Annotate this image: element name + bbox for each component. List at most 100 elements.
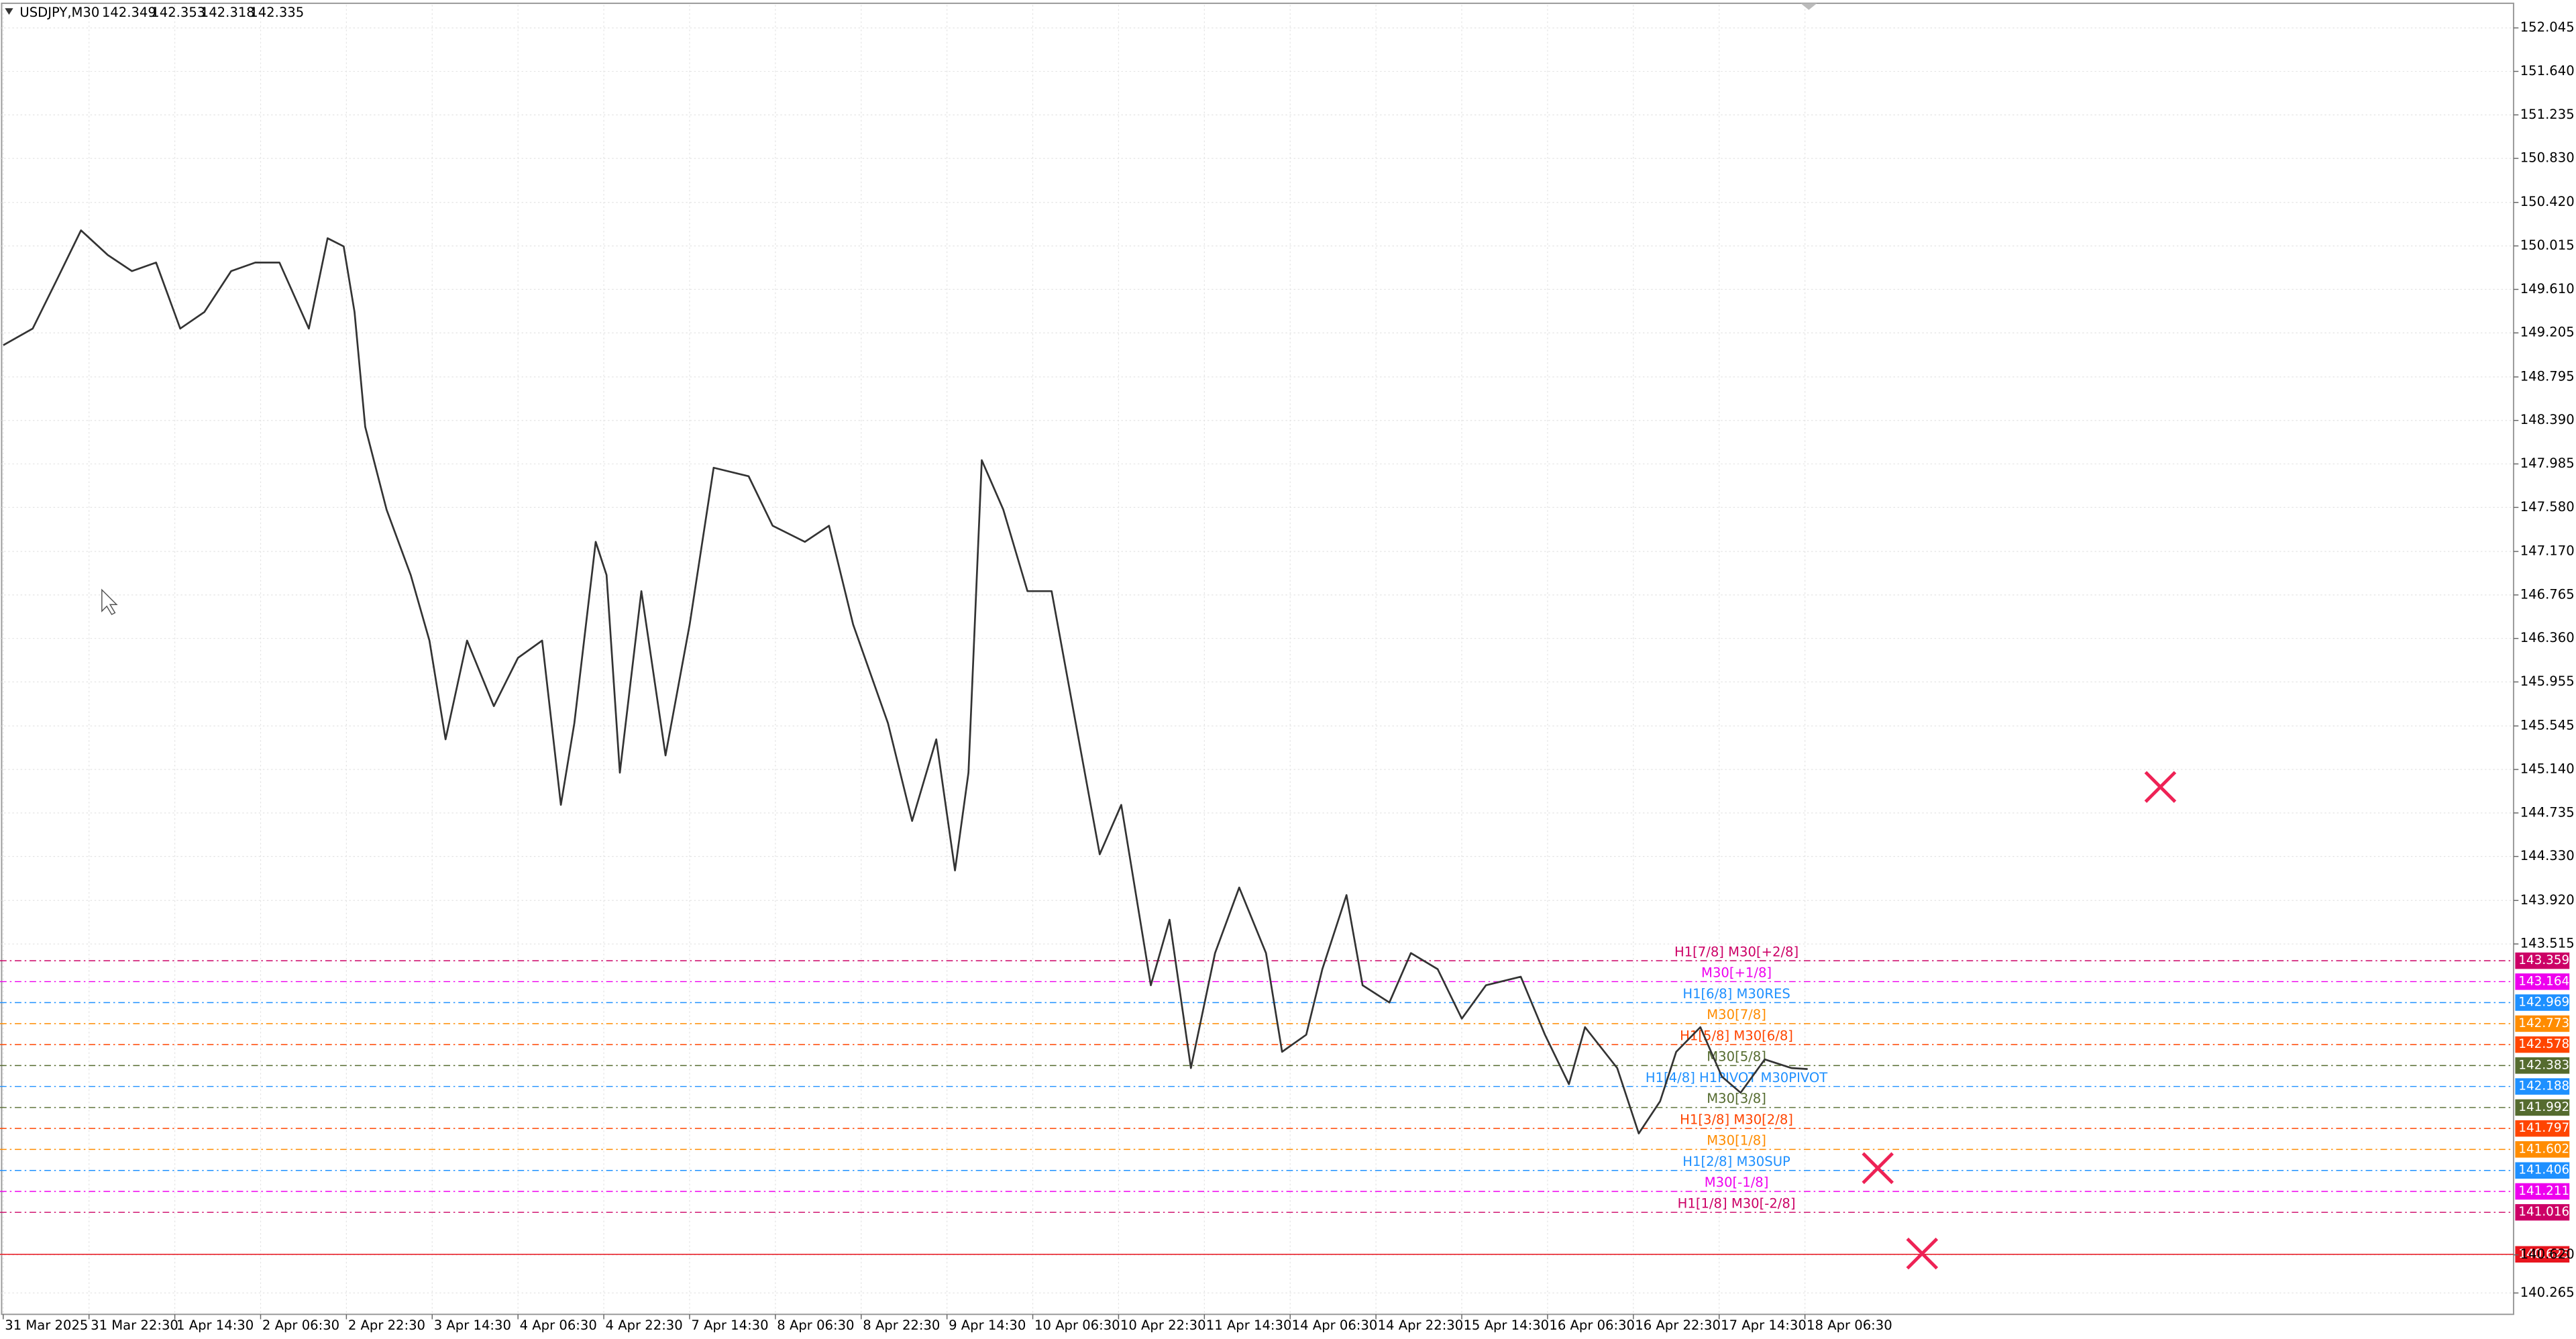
grid bbox=[0, 5, 2514, 1315]
price-tag bbox=[2515, 1162, 2570, 1179]
x-tick-label: 4 Apr 22:30 bbox=[606, 1318, 683, 1333]
price-line bbox=[3, 229, 1808, 1134]
x-tick-label: 18 Apr 06:30 bbox=[1807, 1318, 1892, 1333]
axes: 152.045 151.640 151.235 150.830 150.420 150.0… bbox=[3, 19, 2575, 1333]
level-label: M30[-1/8] bbox=[1705, 1175, 1769, 1190]
ohlc-close: 142.335 bbox=[250, 5, 304, 20]
x-tick-label: 15 Apr 14:30 bbox=[1463, 1318, 1549, 1333]
price-tag-label: 142.969 bbox=[2518, 996, 2569, 1010]
cross-markers bbox=[1862, 771, 2177, 1270]
y-tick-label: 152.045 bbox=[2520, 19, 2575, 35]
level-label: M30[+1/8] bbox=[1701, 965, 1772, 981]
price-tag-label: 142.383 bbox=[2518, 1058, 2569, 1072]
y-tick-label: 148.390 bbox=[2520, 412, 2575, 427]
y-tick-label: 147.985 bbox=[2520, 456, 2575, 471]
price-tag bbox=[2515, 1036, 2570, 1053]
x-tick-label: 16 Apr 22:30 bbox=[1635, 1318, 1721, 1333]
x-tick-label: 14 Apr 06:30 bbox=[1292, 1318, 1378, 1333]
shift-marker[interactable] bbox=[1801, 3, 1817, 10]
levels: H1[7/8] M30[+2/8] 143.359 M30[+1/8] 143.164… bbox=[0, 944, 2569, 1263]
price-tag-label: 140.625 bbox=[2518, 1247, 2569, 1261]
x-tick-label: 9 Apr 14:30 bbox=[949, 1318, 1026, 1333]
y-tick-label: 140.265 bbox=[2520, 1285, 2575, 1300]
ohlc-open: 142.349 bbox=[102, 5, 156, 20]
y-tick-label: 151.640 bbox=[2520, 63, 2575, 78]
x-tick-label: 8 Apr 22:30 bbox=[863, 1318, 940, 1333]
y-tick-label: 144.735 bbox=[2520, 804, 2575, 820]
mouse-cursor bbox=[101, 588, 118, 615]
price-tag bbox=[2515, 1141, 2570, 1158]
price-tag bbox=[2515, 973, 2570, 990]
ohlc-low: 142.318 bbox=[201, 5, 255, 20]
x-tick-label: 31 Mar 2025 bbox=[5, 1318, 88, 1333]
x-tick-label: 16 Apr 06:30 bbox=[1549, 1318, 1635, 1333]
price-tag bbox=[2515, 952, 2570, 969]
y-tick-label: 149.610 bbox=[2520, 281, 2575, 297]
y-tick-label: 146.765 bbox=[2520, 586, 2575, 602]
level-label: H1[7/8] M30[+2/8] bbox=[1674, 944, 1799, 959]
y-tick-label: 146.360 bbox=[2520, 630, 2575, 645]
price-tag bbox=[2515, 1057, 2570, 1074]
y-tick-label: 145.140 bbox=[2520, 761, 2575, 776]
price-tag-label: 143.359 bbox=[2518, 953, 2569, 967]
y-tick-label: 143.920 bbox=[2520, 892, 2575, 908]
cross-marker bbox=[1862, 1152, 1894, 1185]
cross-marker bbox=[2144, 771, 2177, 803]
x-tick-label: 8 Apr 06:30 bbox=[777, 1318, 854, 1333]
level-label: M30[3/8] bbox=[1707, 1091, 1766, 1106]
price-tag-label: 142.188 bbox=[2518, 1079, 2569, 1093]
y-tick-label: 147.580 bbox=[2520, 499, 2575, 515]
x-tick-label: 7 Apr 14:30 bbox=[691, 1318, 768, 1333]
price-tag-label: 142.578 bbox=[2518, 1037, 2569, 1051]
price-tag-label: 141.992 bbox=[2518, 1100, 2569, 1114]
x-tick-label: 31 Mar 22:30 bbox=[91, 1318, 178, 1333]
x-tick-label: 3 Apr 14:30 bbox=[434, 1318, 511, 1333]
level-label: H1[3/8] M30[2/8] bbox=[1680, 1112, 1793, 1127]
y-tick-label: 140.620 bbox=[2520, 1246, 2575, 1262]
x-tick-label: 2 Apr 22:30 bbox=[348, 1318, 425, 1333]
ohlc-high: 142.353 bbox=[151, 5, 205, 20]
price-tag-label: 141.602 bbox=[2518, 1142, 2569, 1156]
x-tick-label: 14 Apr 22:30 bbox=[1378, 1318, 1464, 1333]
cross-marker bbox=[1906, 1237, 1939, 1270]
level-label: H1[5/8] M30[6/8] bbox=[1680, 1028, 1793, 1043]
price-tag-label: 141.211 bbox=[2518, 1184, 2569, 1198]
x-tick-label: 11 Apr 14:30 bbox=[1206, 1318, 1292, 1333]
y-tick-label: 150.420 bbox=[2520, 194, 2575, 209]
price-tag-label: 141.406 bbox=[2518, 1163, 2569, 1177]
y-tick-label: 151.235 bbox=[2520, 107, 2575, 122]
price-tag bbox=[2515, 1015, 2570, 1032]
y-tick-label: 147.170 bbox=[2520, 543, 2575, 559]
y-tick-label: 150.015 bbox=[2520, 237, 2575, 253]
level-label: H1[6/8] M30RES bbox=[1682, 986, 1790, 1002]
price-tag-label: 143.164 bbox=[2518, 974, 2569, 988]
x-tick-label: 2 Apr 06:30 bbox=[262, 1318, 339, 1333]
x-tick-label: 17 Apr 14:30 bbox=[1721, 1318, 1807, 1333]
x-tick-label: 4 Apr 06:30 bbox=[520, 1318, 597, 1333]
y-tick-label: 145.955 bbox=[2520, 674, 2575, 689]
level-label: M30[5/8] bbox=[1707, 1049, 1766, 1065]
price-tag bbox=[2515, 1203, 2570, 1221]
level-label: M30[7/8] bbox=[1707, 1007, 1766, 1022]
price-tag bbox=[2515, 1078, 2570, 1095]
symbol-title: USDJPY,M30 bbox=[19, 5, 99, 20]
y-tick-label: 148.795 bbox=[2520, 368, 2575, 384]
menu-arrow[interactable] bbox=[5, 8, 13, 15]
x-tick-label: 10 Apr 22:30 bbox=[1120, 1318, 1206, 1333]
y-tick-label: 149.205 bbox=[2520, 325, 2575, 340]
y-tick-label: 145.545 bbox=[2520, 718, 2575, 733]
level-label: H1[4/8] H1PIVOT M30PIVOT bbox=[1646, 1070, 1828, 1085]
price-tag bbox=[2515, 1183, 2570, 1200]
price-tag-label: 141.797 bbox=[2518, 1121, 2569, 1135]
y-tick-label: 144.330 bbox=[2520, 848, 2575, 863]
plot-frame bbox=[1, 2, 2514, 1316]
level-label: M30[1/8] bbox=[1707, 1133, 1766, 1148]
price-tag bbox=[2515, 1120, 2570, 1137]
x-tick-label: 10 Apr 06:30 bbox=[1034, 1318, 1120, 1333]
price-tag bbox=[2515, 994, 2570, 1011]
level-label: H1[1/8] M30[-2/8] bbox=[1678, 1195, 1796, 1211]
y-tick-label: 143.515 bbox=[2520, 936, 2575, 951]
